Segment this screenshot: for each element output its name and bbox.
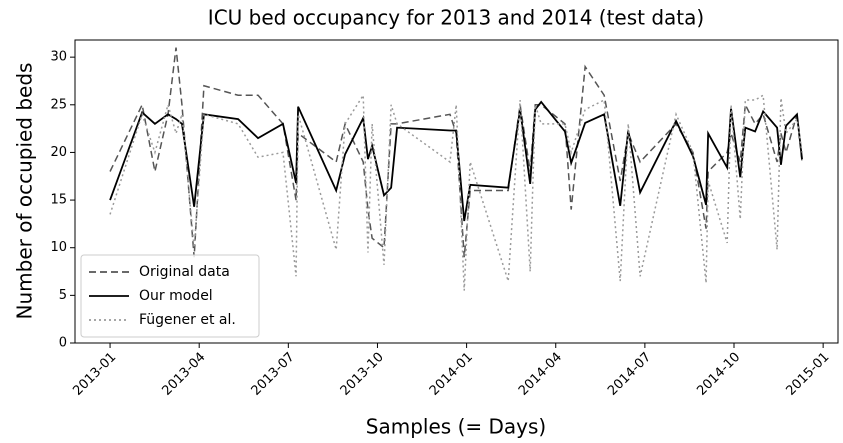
x-axis-label: Samples (= Days)	[366, 415, 546, 439]
legend-label: Our model	[139, 288, 213, 304]
y-tick-label: 25	[50, 97, 67, 112]
x-tick-label: 2013-10	[338, 350, 387, 399]
legend-label: Fügener et al.	[139, 312, 236, 328]
x-tick-label: 2013-01	[70, 350, 119, 399]
legend-label: Original data	[139, 264, 230, 280]
series-line	[109, 47, 803, 258]
x-tick-label: 2013-04	[159, 350, 208, 399]
series-line	[109, 92, 803, 291]
y-tick-label: 30	[50, 50, 67, 65]
y-tick-label: 5	[59, 288, 67, 303]
x-tick-label: 2014-07	[605, 350, 654, 399]
y-tick-label: 20	[50, 145, 67, 160]
y-tick-label: 15	[50, 193, 67, 208]
y-tick-label: 0	[59, 336, 67, 351]
series-line	[109, 100, 803, 222]
x-tick-label: 2014-04	[516, 350, 565, 399]
legend-box	[80, 254, 260, 338]
x-tick-label: 2013-07	[249, 350, 298, 399]
x-tick-label: 2015-01	[783, 350, 832, 399]
x-tick-label: 2014-01	[427, 350, 476, 399]
y-axis-label: Number of occupied beds	[13, 63, 37, 320]
x-tick-label: 2014-10	[694, 350, 743, 399]
plot-frame	[74, 39, 839, 344]
y-tick-label: 10	[50, 240, 67, 255]
chart-title: ICU bed occupancy for 2013 and 2014 (tes…	[208, 6, 704, 30]
